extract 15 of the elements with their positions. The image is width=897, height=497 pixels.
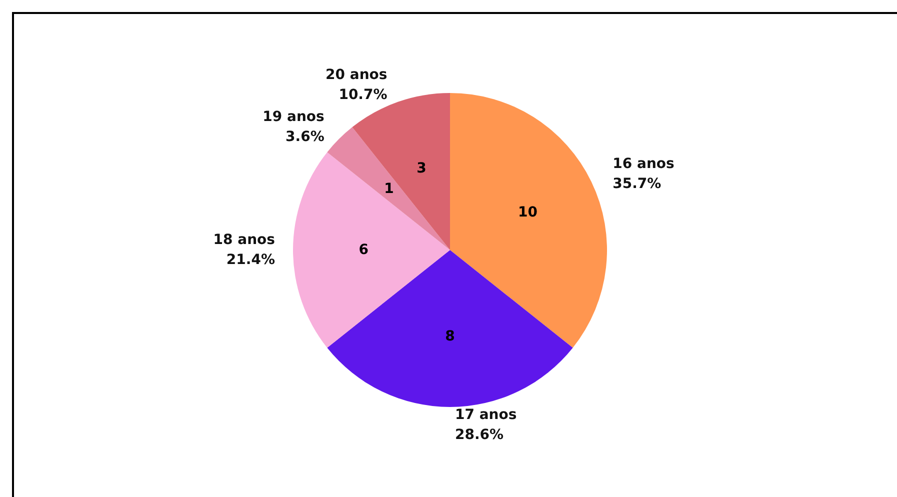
text: 8	[445, 328, 455, 344]
slice-label: 16 anos	[612, 156, 674, 172]
data-label: 3.6%	[286, 128, 324, 145]
slice-label: 19 anos	[262, 108, 324, 125]
slice-label: 20 anos	[326, 66, 388, 83]
slice-label: 17 anos	[455, 407, 517, 423]
text: 10	[518, 204, 538, 220]
text: 6	[358, 242, 369, 258]
data-label: 10.7%	[338, 86, 388, 103]
text: 3	[416, 160, 426, 176]
data-label: 28.6%	[455, 427, 504, 443]
text: 1	[384, 180, 394, 197]
data-label: 35.7%	[612, 176, 662, 192]
slice-label: 18 anos	[213, 232, 275, 248]
data-label: 21.4%	[226, 252, 275, 268]
